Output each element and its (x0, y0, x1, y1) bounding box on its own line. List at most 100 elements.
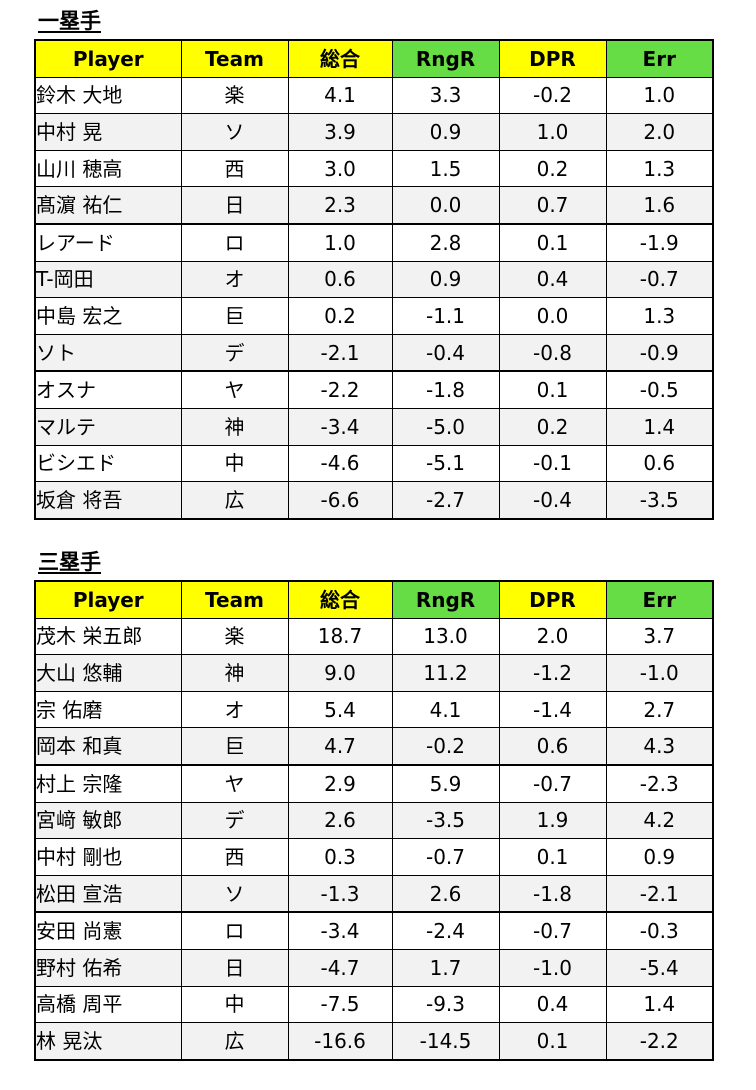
team: 西 (180, 149, 289, 188)
total-value: 3.9 (287, 113, 393, 151)
player-name: 山川 穂高 (34, 149, 182, 188)
team: ロ (180, 911, 289, 950)
dpr-value: 0.7 (498, 186, 607, 225)
player-name: 野村 佑希 (34, 948, 182, 987)
dpr-value: -0.7 (498, 911, 607, 950)
team: オ (180, 690, 289, 729)
team: 日 (180, 948, 289, 987)
dpr-header: DPR (498, 580, 607, 619)
table-row: 鈴木 大地楽 4.1 3.3 -0.2 1.0 (34, 76, 714, 115)
team-header: Team (180, 580, 289, 619)
table-row: 林 晃汰広 -16.6 -14.5 0.1 -2.2 (34, 1022, 714, 1061)
err-value: -5.4 (605, 948, 714, 987)
first-base-title: 一塁手 (38, 9, 101, 33)
err-value: -1.9 (605, 223, 714, 262)
table-row: オスナヤ -2.2 -1.8 0.1 -0.5 (34, 370, 714, 409)
player-header: Player (34, 39, 182, 78)
team: 楽 (180, 76, 289, 115)
player-name: 松田 宣浩 (34, 874, 182, 914)
table-row: 坂倉 将吾広 -6.6 -2.7 -0.4 -3.5 (34, 481, 714, 520)
rngr-value: 3.3 (391, 76, 500, 115)
rngr-header: RngR (391, 39, 500, 78)
err-value: -3.5 (605, 481, 714, 520)
err-value: -0.9 (605, 333, 714, 373)
dpr-value: -1.2 (498, 654, 607, 692)
team: デ (180, 333, 289, 373)
total-value: -16.6 (287, 1022, 393, 1061)
rngr-value: 1.7 (391, 948, 500, 987)
team: ヤ (180, 370, 289, 409)
rngr-value: -5.1 (391, 444, 500, 483)
rngr-value: 5.9 (391, 764, 500, 803)
player-name: 髙濵 祐仁 (34, 186, 182, 225)
table-row: レアードロ 1.0 2.8 0.1 -1.9 (34, 223, 714, 262)
dpr-value: 0.0 (498, 297, 607, 335)
rngr-value: -0.4 (391, 333, 500, 373)
player-name: ビシエド (34, 444, 182, 483)
first-base-table: Player Team 総合 RngR DPR Err 鈴木 大地楽 4.1 3.3 -0.2 1… (34, 39, 714, 520)
player-name: 中村 剛也 (34, 838, 182, 876)
table-row: 安田 尚憲ロ -3.4 -2.4 -0.7 -0.3 (34, 911, 714, 950)
table-row: 高橋 周平中 -7.5 -9.3 0.4 1.4 (34, 985, 714, 1024)
third-base-title: 三塁手 (38, 550, 101, 574)
rngr-value: 4.1 (391, 690, 500, 729)
dpr-value: 0.2 (498, 407, 607, 446)
total-value: 2.9 (287, 764, 393, 803)
player-name: マルテ (34, 407, 182, 446)
player-name: 宮﨑 敏郎 (34, 801, 182, 840)
dpr-value: -0.7 (498, 764, 607, 803)
table-row: 松田 宣浩ソ -1.3 2.6 -1.8 -2.1 (34, 874, 714, 914)
rngr-value: 0.9 (391, 113, 500, 151)
err-value: 0.6 (605, 444, 714, 483)
dpr-value: 1.0 (498, 113, 607, 151)
total-value: -4.6 (287, 444, 393, 483)
team: デ (180, 801, 289, 840)
rngr-value: -0.7 (391, 838, 500, 876)
err-value: 4.2 (605, 801, 714, 840)
team: 西 (180, 838, 289, 876)
third-base-table: Player Team 総合 RngR DPR Err 茂木 栄五郎楽 18.7 13.0 2.… (34, 580, 714, 1061)
err-value: -2.2 (605, 1022, 714, 1061)
team: ヤ (180, 764, 289, 803)
dpr-value: 0.4 (498, 260, 607, 299)
table-row: 山川 穂高西 3.0 1.5 0.2 1.3 (34, 149, 714, 188)
err-header: Err (605, 39, 714, 78)
player-name: 宗 佑磨 (34, 690, 182, 729)
dpr-value: -0.1 (498, 444, 607, 483)
rngr-value: -0.2 (391, 727, 500, 766)
team: 広 (180, 1022, 289, 1061)
err-value: -1.0 (605, 654, 714, 692)
total-value: 1.0 (287, 223, 393, 262)
total-value: -3.4 (287, 911, 393, 950)
team: 中 (180, 444, 289, 483)
err-header: Err (605, 580, 714, 619)
player-name: 大山 悠輔 (34, 654, 182, 692)
header-row: Player Team 総合 RngR DPR Err (34, 39, 714, 78)
team: 巨 (180, 727, 289, 766)
err-value: 1.3 (605, 297, 714, 335)
rngr-value: 13.0 (391, 617, 500, 656)
table-row: 宮﨑 敏郎デ 2.6 -3.5 1.9 4.2 (34, 801, 714, 840)
dpr-value: 0.1 (498, 370, 607, 409)
rngr-value: 1.5 (391, 149, 500, 188)
err-value: 1.6 (605, 186, 714, 225)
err-value: 1.4 (605, 985, 714, 1024)
err-value: 1.4 (605, 407, 714, 446)
player-name: 鈴木 大地 (34, 76, 182, 115)
err-value: 4.3 (605, 727, 714, 766)
err-value: 2.7 (605, 690, 714, 729)
player-name: 岡本 和真 (34, 727, 182, 766)
table-row: 大山 悠輔神 9.0 11.2 -1.2 -1.0 (34, 654, 714, 692)
err-value: 1.3 (605, 149, 714, 188)
table-row: 中村 剛也西 0.3 -0.7 0.1 0.9 (34, 838, 714, 876)
dpr-value: -1.0 (498, 948, 607, 987)
player-name: 中島 宏之 (34, 297, 182, 335)
dpr-value: -0.8 (498, 333, 607, 373)
total-value: 5.4 (287, 690, 393, 729)
err-value: -0.5 (605, 370, 714, 409)
dpr-value: 0.1 (498, 1022, 607, 1061)
dpr-value: -1.8 (498, 874, 607, 914)
total-value: 0.2 (287, 297, 393, 335)
team-header: Team (180, 39, 289, 78)
rngr-value: -14.5 (391, 1022, 500, 1061)
